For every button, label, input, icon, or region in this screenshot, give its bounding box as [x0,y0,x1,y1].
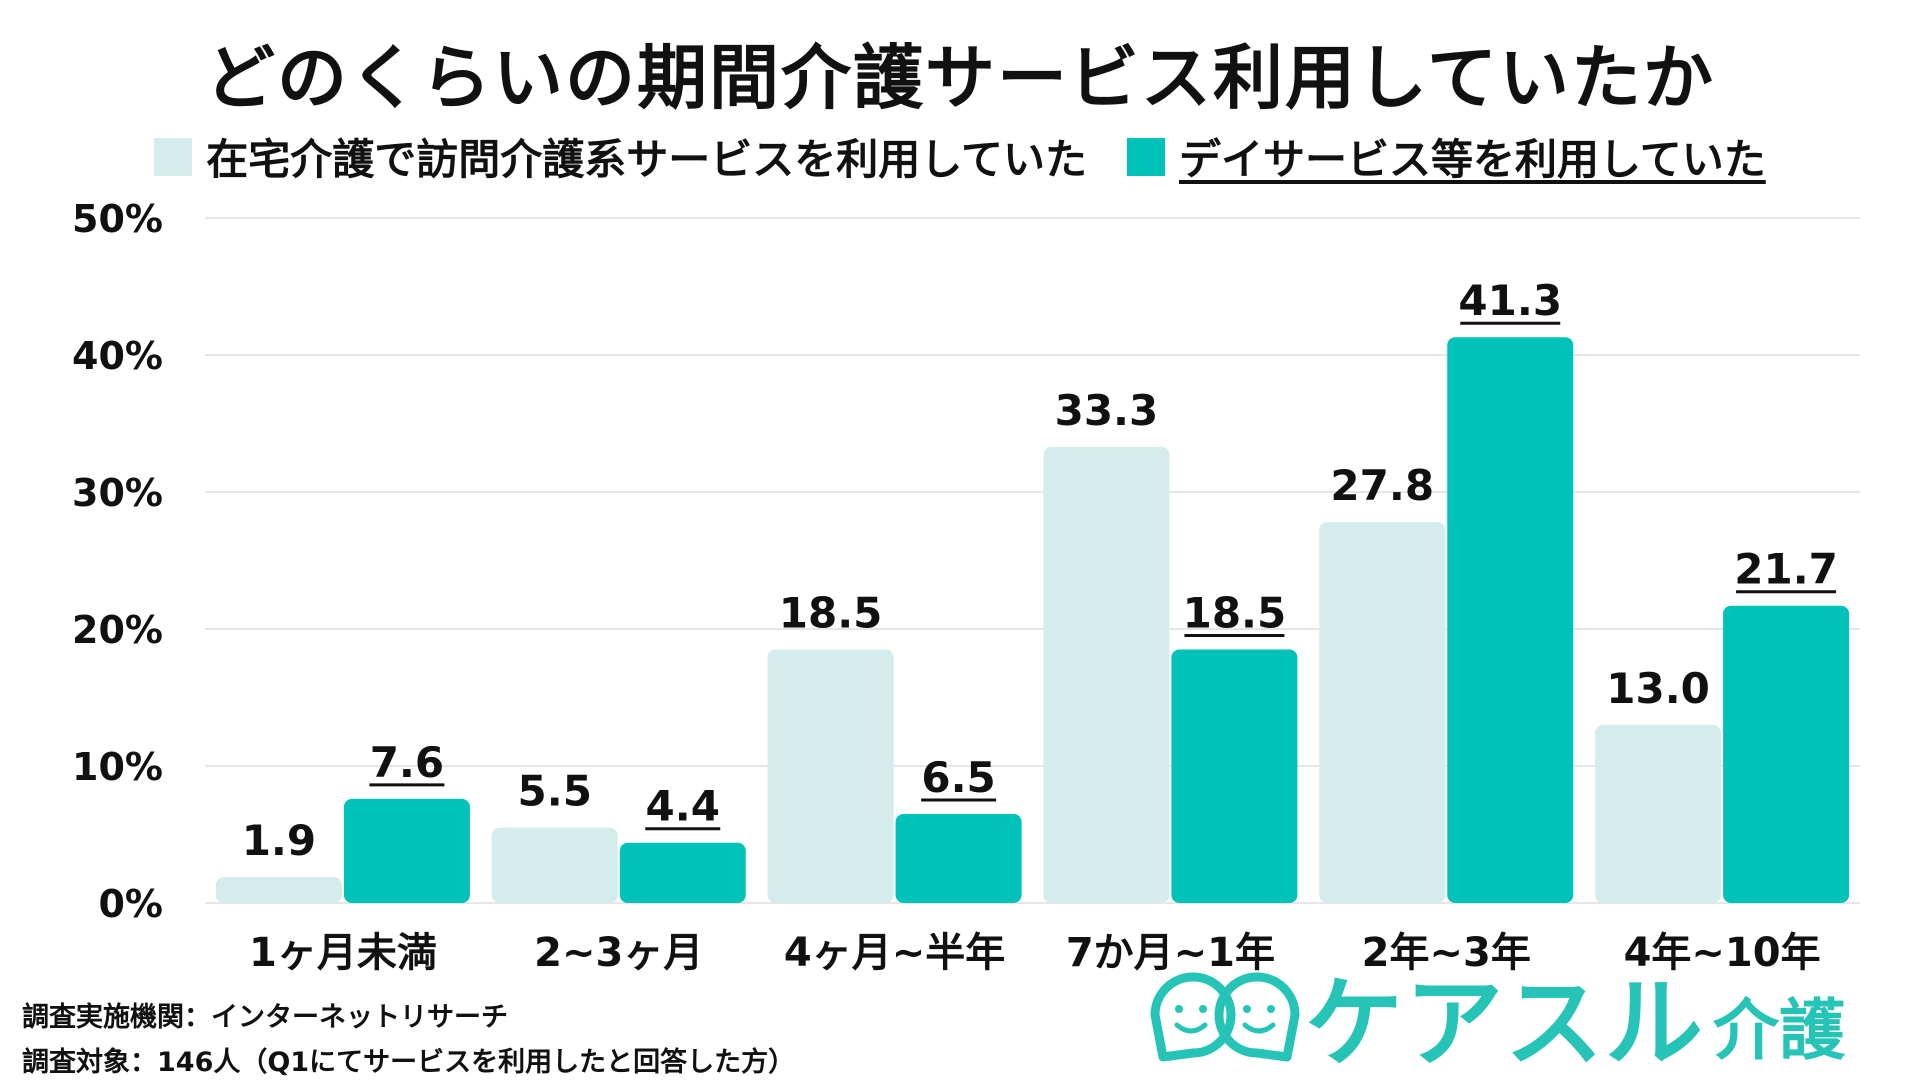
footer-survey-org: 調査実施機関：インターネットリサーチ [22,1002,508,1033]
data-label-series-1: 18.5 [779,589,883,638]
bar-series-1 [1595,724,1722,903]
legend-item-day-service: デイサービス等を利用していた [1127,126,1766,187]
x-tick-label: 7か月~1年 [1066,930,1275,976]
legend-label-day-service: デイサービス等を利用していた [1179,135,1766,184]
legend-swatch-day-service [1127,137,1165,176]
x-tick-label: 2年~3年 [1362,930,1531,976]
y-tick-label: 50% [72,197,163,241]
chart-legend: 在宅介護で訪問介護系サービスを利用していた デイサービス等を利用していた [0,126,1920,187]
data-label-series-2: 6.5 [921,753,995,802]
logo-text-sub: 介護 [1713,992,1846,1069]
x-tick-label: 4年~10年 [1624,930,1821,976]
bar-series-1 [1043,446,1170,903]
bar-series-2 [1447,337,1574,903]
legend-label-home-care: 在宅介護で訪問介護系サービスを利用していた [206,135,1087,184]
x-tick-label: 4ヶ月~半年 [784,930,1005,976]
data-label-series-2: 4.4 [646,782,720,831]
bar-series-2 [619,842,746,903]
y-tick-label: 30% [72,471,163,515]
chart-title: どのくらいの期間介護サービス利用していたか [205,37,1715,119]
footer-survey-target: 調査対象：146人（Q1にてサービスを利用したと回答した方） [22,1047,796,1078]
y-tick-label: 40% [72,334,163,378]
data-label-series-2: 21.7 [1734,545,1838,594]
data-label-series-1: 33.3 [1055,386,1159,435]
x-tick-label: 2~3ヶ月 [534,930,703,976]
brand-logo: ケアスル 介護 [1145,960,1846,1081]
data-label-series-2: 18.5 [1183,589,1287,638]
y-tick-label: 10% [72,745,163,789]
data-label-series-1: 27.8 [1330,461,1434,510]
data-label-series-1: 5.5 [518,767,592,816]
legend-swatch-home-care [154,137,193,176]
bar-series-2 [1723,605,1850,903]
logo-text-main: ケアスル [1305,967,1706,1081]
legend-item-home-care: 在宅介護で訪問介護系サービスを利用していた [154,126,1087,187]
data-label-series-1: 1.9 [242,816,316,865]
bar-series-1 [1319,522,1446,903]
bar-series-2 [343,798,470,903]
smiley-speech-bubbles-icon [1150,972,1300,1062]
bar-series-1 [767,649,894,903]
y-tick-label: 20% [72,608,163,652]
bar-series-2 [895,813,1022,903]
data-label-series-2: 41.3 [1458,276,1562,325]
data-label-series-2: 7.6 [370,738,444,787]
data-label-series-1: 13.0 [1606,664,1710,713]
y-tick-label: 0% [98,882,163,926]
x-tick-label: 1ヶ月未満 [249,930,437,976]
bar-series-1 [215,876,342,903]
bar-series-1 [491,827,618,903]
bar-series-2 [1171,649,1298,903]
